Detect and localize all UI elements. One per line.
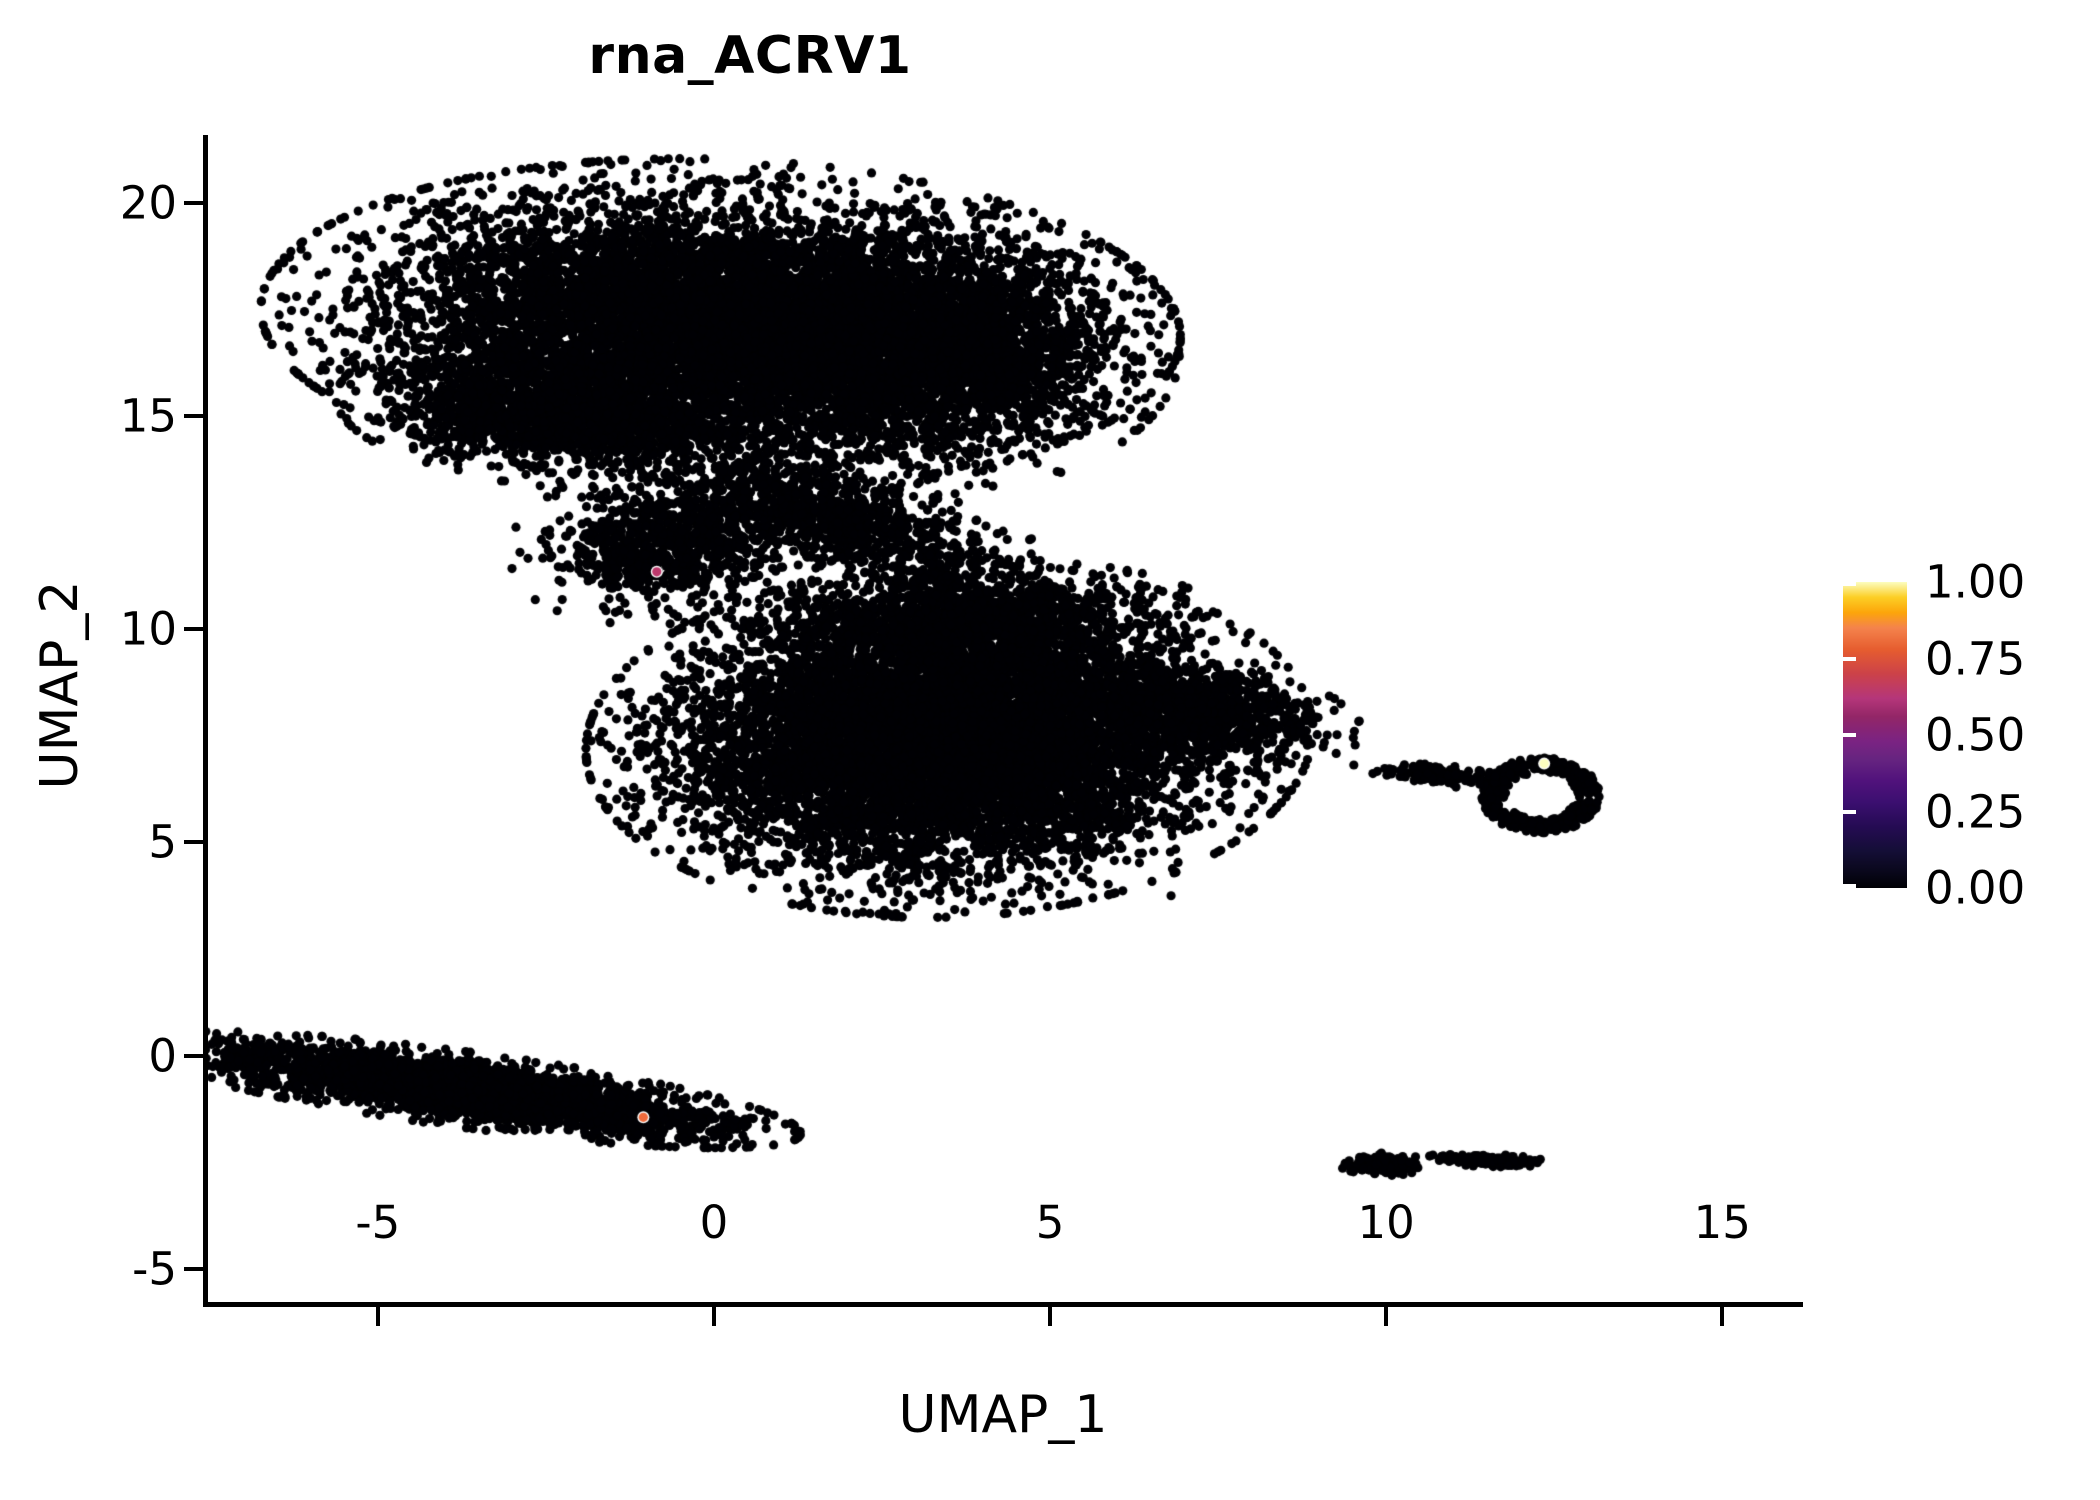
x-tick-15 (1720, 1307, 1725, 1326)
colorbar-tick-0.25-right (2070, 809, 2083, 814)
y-tick-15 (184, 414, 203, 419)
page-title: rna_ACRV1 (588, 26, 912, 86)
x-tick--5 (375, 1307, 380, 1326)
colorbar-tick-0.25-left (1843, 809, 1856, 814)
colorbar-label-1.00: 1.00 (1925, 555, 2026, 609)
x-axis-label: UMAP_1 (898, 1385, 1108, 1445)
colorbar-tick-0.75-left (1843, 656, 1856, 661)
axis-spine-bottom (203, 1302, 1803, 1307)
colorbar-tick-0.00-right (2070, 884, 2083, 888)
y-tick-10 (184, 627, 203, 632)
colorbar-tick-0.00-left (1843, 884, 1856, 888)
plot-axes (184, 135, 1803, 1326)
x-tick-5 (1048, 1307, 1053, 1326)
colorbar-group: 1.00 0.75 0.50 0.25 0.00 (1843, 556, 2083, 915)
y-tick-label-0: 0 (148, 1029, 177, 1083)
y-tick-label-5: 5 (148, 815, 177, 869)
x-tick-10 (1384, 1307, 1389, 1326)
axis-spine-left (203, 135, 208, 1307)
colorbar-label-0.00: 0.00 (1925, 861, 2026, 915)
colorbar-label-0.25: 0.25 (1925, 785, 2026, 838)
colorbar-tick-0.50-left (1843, 733, 1856, 737)
colorbar-label-0.75: 0.75 (1925, 632, 2026, 685)
y-tick-label-10: 10 (119, 602, 177, 656)
scatter-canvas (203, 135, 1803, 1307)
y-axis-label: UMAP_2 (30, 580, 90, 790)
x-tick-0 (711, 1307, 716, 1326)
colorbar-tick-0.75-right (2070, 656, 2083, 661)
y-tick-0 (184, 1053, 203, 1058)
colorbar-tick-1.00-right (2070, 582, 2083, 586)
x-tick-label-0: 0 (699, 1196, 729, 1249)
y-tick-5 (184, 840, 203, 845)
scatter-layer (203, 135, 1803, 1307)
x-tick-label-10: 10 (1357, 1196, 1415, 1249)
y-tick-label--5: -5 (132, 1242, 177, 1296)
colorbar-label-0.50: 0.50 (1925, 708, 2026, 762)
colorbar-tick-1.00-left (1843, 582, 1856, 586)
x-tick-label-15: 15 (1693, 1196, 1751, 1249)
y-tick-20 (184, 201, 203, 206)
x-tick-label--5: -5 (355, 1196, 401, 1249)
y-tick-label-20: 20 (119, 176, 177, 230)
y-tick--5 (184, 1266, 203, 1271)
x-tick-label-5: 5 (1035, 1196, 1065, 1249)
y-tick-label-15: 15 (119, 389, 177, 443)
colorbar-tick-0.50-right (2070, 733, 2083, 737)
